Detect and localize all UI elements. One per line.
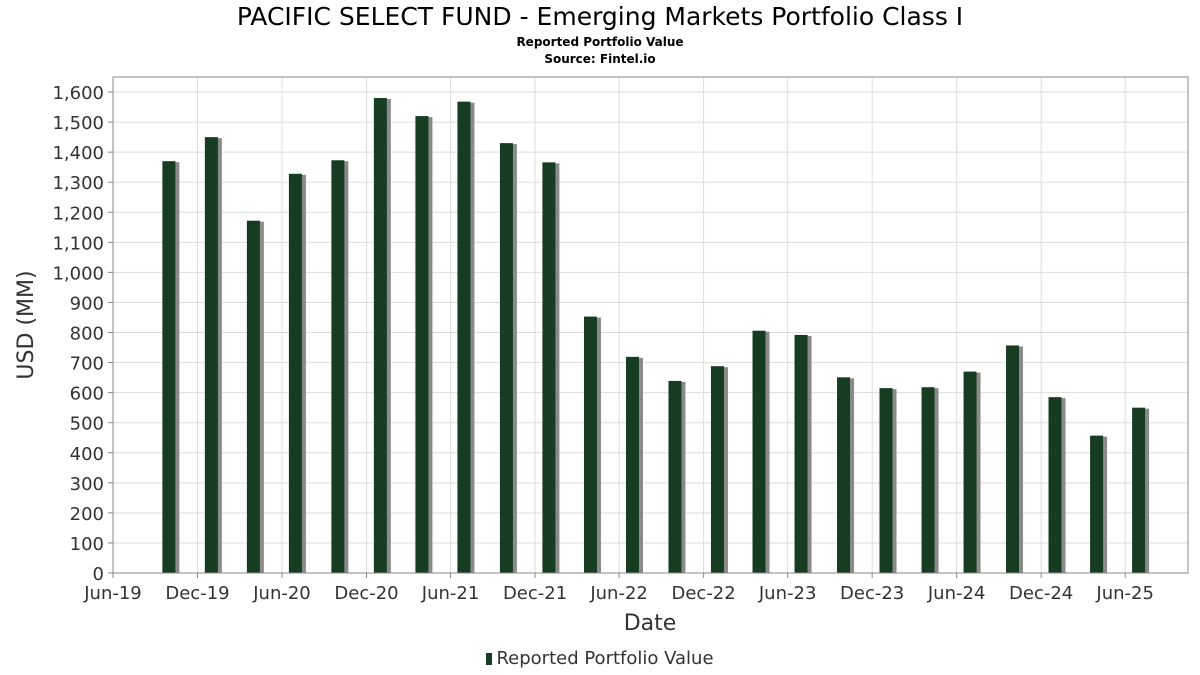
- x-tick-label: Jun-20: [252, 583, 311, 604]
- bar: [1090, 435, 1104, 573]
- y-tick-label: 500: [70, 414, 104, 435]
- bar: [331, 160, 345, 573]
- legend: Reported Portfolio Value: [0, 648, 1200, 669]
- bar: [625, 356, 639, 573]
- bar: [921, 387, 935, 573]
- y-tick-label: 0: [93, 564, 104, 585]
- bar: [204, 137, 218, 573]
- bar: [415, 116, 429, 573]
- x-tick-label: Dec-22: [671, 583, 735, 604]
- y-tick-label: 200: [70, 504, 104, 525]
- x-tick-label: Dec-23: [840, 583, 904, 604]
- y-tick-label: 1,100: [52, 233, 104, 254]
- y-tick-label: 700: [70, 354, 104, 375]
- bar: [246, 220, 260, 573]
- x-axis-ticks: Jun-19 Dec-19 Jun-20 Dec-20 Jun-21 Dec-21 Jun-…: [83, 573, 1154, 604]
- y-tick-label: 900: [70, 293, 104, 314]
- y-tick-label: 1,200: [52, 203, 104, 224]
- bar: [879, 388, 893, 573]
- x-tick-label: Jun-21: [421, 583, 480, 604]
- x-tick-label: Dec-20: [334, 583, 398, 604]
- bars: [162, 98, 1150, 574]
- y-tick-label: 1,300: [52, 173, 104, 194]
- chart-subtitle: Reported Portfolio Value: [516, 35, 684, 49]
- bar: [583, 316, 597, 573]
- bar: [288, 173, 302, 573]
- grid-lines: [112, 77, 1188, 574]
- x-tick-label: Jun-19: [83, 583, 142, 604]
- bar: [794, 334, 808, 573]
- x-tick-label: Dec-24: [1009, 583, 1073, 604]
- legend-label: Reported Portfolio Value: [496, 648, 714, 669]
- bar: [1048, 397, 1062, 573]
- x-tick-label: Jun-25: [1095, 583, 1154, 604]
- y-tick-label: 1,400: [52, 143, 104, 164]
- bar: [373, 98, 387, 574]
- y-tick-label: 400: [70, 444, 104, 465]
- bar: [963, 371, 977, 573]
- bar: [457, 101, 471, 574]
- y-tick-label: 1,000: [52, 263, 104, 284]
- y-tick-label: 1,600: [52, 83, 104, 104]
- y-tick-label: 800: [70, 324, 104, 345]
- bar: [499, 143, 513, 573]
- y-axis-ticks: 0 100 200 300 400 500 600 700 800 900 1,000 1,100 1,…: [52, 83, 113, 585]
- plot-area-frame: [112, 76, 1189, 574]
- x-tick-label: Dec-19: [165, 583, 229, 604]
- bar: [710, 366, 724, 573]
- bar: [668, 380, 682, 573]
- bar: [542, 162, 556, 573]
- bar: [162, 161, 176, 574]
- bar: [752, 330, 766, 573]
- y-tick-label: 1,500: [52, 113, 104, 134]
- chart-title: PACIFIC SELECT FUND - Emerging Markets P…: [236, 2, 964, 31]
- chart-source: Source: Fintel.io: [544, 52, 656, 66]
- y-tick-label: 300: [70, 474, 104, 495]
- x-tick-label: Jun-23: [758, 583, 817, 604]
- x-tick-label: Jun-22: [589, 583, 648, 604]
- bar: [837, 377, 851, 573]
- x-tick-label: Dec-21: [503, 583, 567, 604]
- legend-swatch: [486, 653, 493, 665]
- y-tick-label: 600: [70, 384, 104, 405]
- bar: [1006, 345, 1020, 573]
- y-axis-title: USD (MM): [14, 270, 39, 379]
- bar: [1132, 407, 1146, 573]
- y-tick-label: 100: [70, 534, 104, 555]
- x-axis-title: Date: [624, 611, 677, 636]
- x-tick-label: Jun-24: [927, 583, 986, 604]
